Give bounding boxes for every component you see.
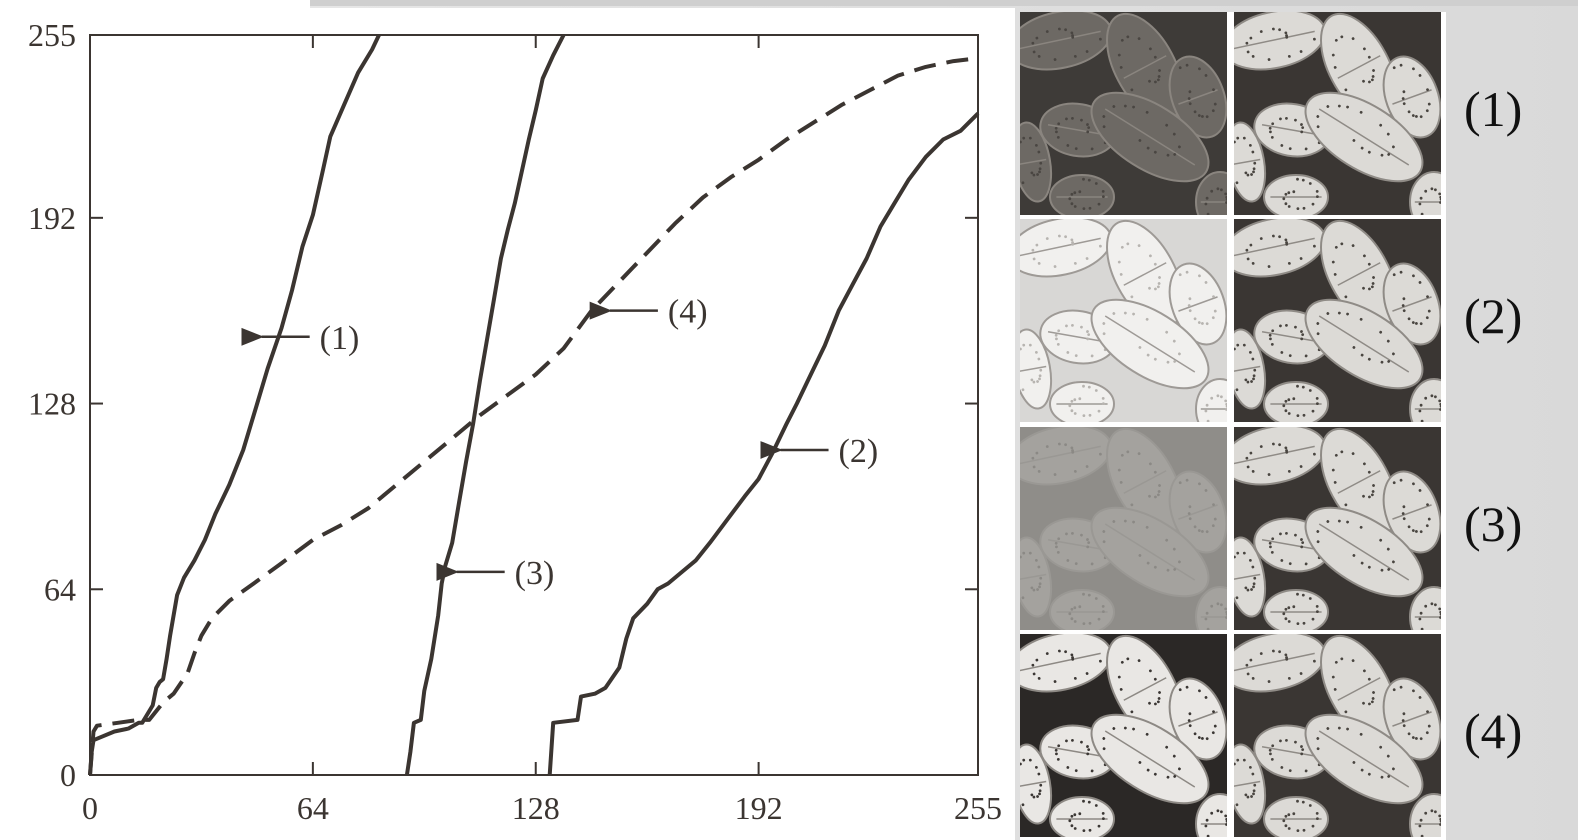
y-tick-labels: 0 64 128 192 255 bbox=[28, 17, 76, 793]
series-line-4 bbox=[88, 56, 979, 776]
series-layer bbox=[88, 34, 980, 776]
transformation-chart: 0 64 128 192 255 0 64 128 192 255 (1) (4… bbox=[28, 17, 1002, 826]
curve-label-4: (4) bbox=[668, 294, 708, 331]
series-line-3 bbox=[404, 34, 566, 776]
series-line-2 bbox=[547, 111, 980, 776]
thumbnail-original bbox=[1020, 634, 1227, 837]
y-tick-label: 0 bbox=[60, 757, 76, 793]
x-tick-label: 64 bbox=[297, 790, 329, 826]
y-tick-label: 255 bbox=[28, 17, 76, 53]
y-tick-label: 128 bbox=[28, 386, 76, 422]
thumbnail-equalized bbox=[1234, 634, 1441, 837]
x-tick-labels: 0 64 128 192 255 bbox=[82, 790, 1002, 826]
axis-ticks bbox=[89, 34, 979, 776]
x-tick-label: 128 bbox=[512, 790, 560, 826]
x-tick-label: 0 bbox=[82, 790, 98, 826]
thumbnail-original bbox=[1020, 219, 1227, 422]
top-edge-strip bbox=[310, 0, 1578, 6]
row-label: (4) bbox=[1464, 703, 1523, 759]
series-line-1 bbox=[88, 34, 381, 776]
curve-label-2: (2) bbox=[839, 433, 879, 470]
row-label: (3) bbox=[1464, 496, 1523, 552]
thumbnail-original bbox=[1020, 12, 1227, 215]
thumbnail-equalized bbox=[1234, 12, 1441, 215]
x-tick-label: 255 bbox=[954, 790, 1002, 826]
thumbnail-original bbox=[1020, 427, 1227, 630]
curve-label-3: (3) bbox=[515, 555, 555, 592]
row-label: (2) bbox=[1464, 288, 1523, 344]
row-label: (1) bbox=[1464, 81, 1523, 137]
image-thumbnail-grid bbox=[1020, 12, 1446, 840]
plot-frame bbox=[89, 34, 979, 776]
x-tick-label: 192 bbox=[735, 790, 783, 826]
y-tick-label: 192 bbox=[28, 200, 76, 236]
y-tick-label: 64 bbox=[44, 571, 76, 607]
thumbnail-equalized bbox=[1234, 427, 1441, 630]
annotation-layer: (1) (4) (2) (3) bbox=[241, 294, 879, 592]
curve-label-1: (1) bbox=[320, 320, 360, 357]
plot-panel: 0 64 128 192 255 0 64 128 192 255 (1) (4… bbox=[0, 8, 1015, 840]
thumbnail-equalized bbox=[1234, 219, 1441, 422]
